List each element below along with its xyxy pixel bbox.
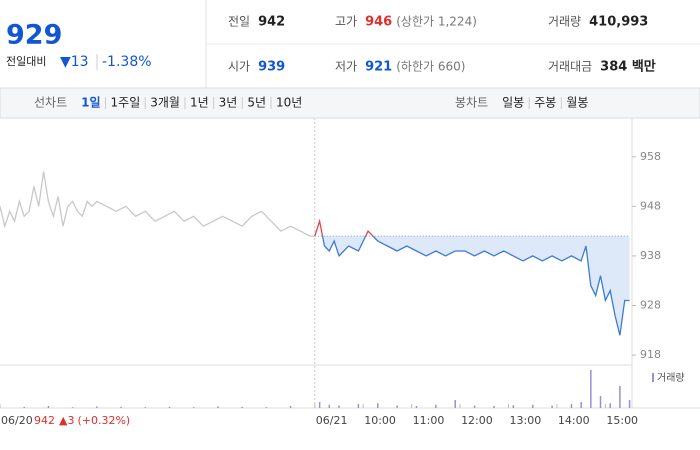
info-label: 거래량 [548, 15, 581, 29]
info-note: (하한가 660) [396, 60, 465, 74]
prev-close: 942 [34, 414, 55, 427]
change: ▼13 [60, 54, 89, 70]
today-line-down [314, 236, 630, 336]
info-value: 410,993 [589, 15, 648, 30]
x-tick-label: 11:00 [413, 414, 445, 427]
volume-bar [396, 405, 398, 408]
change-label: 전일대비 [6, 54, 46, 68]
toolbar-label: 선차트 [34, 96, 67, 110]
info-note: (상한가 1,224) [396, 15, 477, 29]
legend-label: 거래량 [657, 372, 685, 384]
info-value: 384 백만 [600, 59, 656, 75]
period-button[interactable]: 3개월 [150, 96, 180, 110]
volume-bar [47, 406, 50, 408]
volume-bar [289, 406, 292, 408]
price: 929 [6, 20, 62, 51]
today-area [314, 236, 630, 336]
prev-change: ▲3 [59, 414, 74, 427]
period-button[interactable]: 1년 [190, 96, 209, 110]
volume-bar [96, 406, 98, 408]
volume-bar [328, 404, 331, 408]
x-tick-label: 15:00 [606, 414, 638, 427]
info-value: 921 [365, 60, 392, 75]
volume-bar [435, 404, 437, 408]
volume-bar [192, 407, 195, 408]
rate: -1.38% [102, 54, 152, 70]
volume-bar [168, 406, 171, 408]
volume-bar [551, 405, 553, 408]
volume-bar [628, 400, 631, 408]
info-label: 시가 [228, 60, 250, 74]
info-label: 전일 [228, 15, 250, 29]
volume-bar [265, 407, 268, 408]
x-tick-label: 06/20 [1, 414, 33, 427]
volume-bar [217, 406, 219, 408]
volume-bar [570, 404, 573, 408]
toolbar [0, 87, 700, 119]
volume-bar [144, 407, 147, 408]
volume-bar [357, 404, 360, 408]
info-value: 946 [365, 15, 392, 30]
volume-bar [619, 386, 621, 408]
volume-bar [23, 406, 25, 408]
info-label: 거래대금 [548, 60, 592, 74]
legend-swatch [652, 373, 654, 382]
x-tick-label: 12:00 [461, 414, 493, 427]
volume-bar [338, 405, 340, 408]
volume-bar [580, 402, 582, 408]
info-value: 942 [258, 15, 285, 30]
volume-bar [599, 396, 602, 408]
period-button[interactable]: 주봉 [534, 96, 556, 110]
y-tick-label: 938 [640, 249, 661, 262]
period-button[interactable]: 1주일 [111, 96, 141, 110]
period-button[interactable]: 월봉 [566, 96, 588, 110]
info-table: 전일 942 고가 946 (상한가 1,224) 거래량 410,993 시가 939 저가 92… [228, 15, 656, 75]
period-button[interactable]: 일봉 [502, 96, 524, 110]
y-tick-label: 958 [640, 150, 661, 163]
period-button[interactable]: 1일 [81, 96, 100, 110]
x-tick-label: 13:00 [510, 414, 542, 427]
period-button[interactable]: 10년 [276, 96, 302, 110]
volume-bar [531, 404, 534, 408]
volume-bar [609, 403, 611, 408]
volume-bar [473, 405, 476, 408]
info-value: 939 [258, 60, 285, 75]
volume-bar [415, 406, 418, 408]
info-label: 저가 [335, 60, 357, 74]
volume-bar [241, 406, 243, 408]
prev-rate: (+0.32%) [77, 414, 130, 427]
y-tick-label: 928 [640, 299, 661, 312]
volume-bar [71, 407, 74, 408]
period-button[interactable]: 3년 [219, 96, 238, 110]
volume-bar [512, 405, 515, 408]
volume-bar [493, 406, 495, 408]
y-tick-label: 948 [640, 199, 661, 212]
chart: 918 928 938 948 958 06/20 06/21 10:00 11:00 12:00… [0, 118, 700, 427]
volume-bar [318, 402, 321, 408]
info-label: 고가 [335, 15, 357, 29]
x-tick-label: 06/21 [316, 414, 348, 427]
volume-bar [590, 370, 592, 408]
toolbar-label: 봉차트 [455, 96, 488, 110]
y-tick-label: 918 [640, 348, 661, 361]
period-button[interactable]: 5년 [247, 96, 266, 110]
volume-bar [454, 400, 456, 408]
x-tick-label: 14:00 [558, 414, 590, 427]
prev-day-line [0, 171, 315, 237]
volume-bar [120, 406, 122, 408]
toolbar-items: 선차트 1일 1주일 3개월 1년 3년 5년 10년 봉차트 일봉 주봉 월봉 [34, 96, 588, 110]
x-tick-label: 10:00 [364, 414, 396, 427]
volume-bar [376, 403, 379, 408]
